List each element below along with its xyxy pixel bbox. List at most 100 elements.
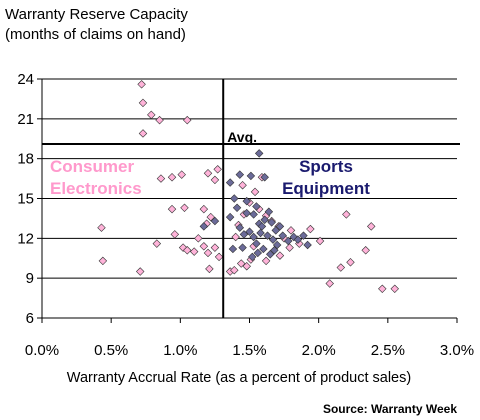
data-point	[235, 170, 245, 179]
data-point	[246, 171, 256, 181]
data-point	[248, 252, 257, 262]
data-point	[336, 263, 346, 272]
data-point	[249, 232, 258, 242]
data-point	[203, 248, 213, 258]
data-point	[230, 194, 239, 203]
data-point	[254, 149, 264, 158]
data-point	[239, 230, 249, 239]
data-point	[249, 210, 258, 219]
x-tick-label: 2.0%	[302, 342, 336, 359]
data-point	[245, 227, 254, 236]
data-point	[361, 246, 370, 255]
data-point	[236, 259, 246, 268]
data-point	[170, 230, 180, 239]
data-point	[135, 267, 145, 276]
data-point	[267, 218, 276, 227]
data-point	[261, 256, 271, 266]
data-points	[97, 80, 399, 294]
x-tick-label: 1.0%	[163, 342, 197, 359]
data-point	[272, 240, 282, 250]
data-point	[199, 242, 209, 251]
data-point	[167, 173, 177, 182]
data-point	[225, 178, 235, 187]
data-point	[225, 212, 235, 222]
data-point	[203, 169, 213, 178]
region-label: Sports	[299, 157, 353, 176]
y-tick-label: 12	[17, 230, 34, 247]
data-point	[194, 234, 203, 243]
data-point	[260, 173, 269, 182]
data-point	[210, 243, 220, 252]
data-point	[257, 222, 267, 231]
data-point	[232, 203, 242, 213]
region-label: Electronics	[50, 179, 142, 198]
data-point	[367, 222, 376, 231]
data-point	[289, 232, 298, 242]
chart-subtitle: (months of claims on hand)	[5, 26, 186, 43]
data-point	[286, 226, 296, 235]
data-point	[242, 196, 251, 206]
y-tick-label: 21	[17, 111, 34, 128]
data-point	[263, 231, 272, 240]
data-point	[205, 264, 214, 274]
data-point	[242, 261, 251, 271]
data-point	[390, 284, 399, 294]
data-point	[238, 243, 247, 252]
data-point	[138, 98, 148, 108]
data-point	[138, 129, 148, 138]
data-point	[210, 175, 220, 185]
data-point	[97, 223, 106, 232]
data-point	[315, 236, 325, 246]
data-point	[256, 228, 265, 238]
data-point	[183, 115, 192, 125]
data-point	[253, 248, 263, 258]
x-tick-label: 3.0%	[440, 342, 474, 359]
data-point	[306, 224, 315, 234]
data-point	[230, 265, 239, 275]
x-tick-label: 2.5%	[371, 342, 405, 359]
data-point	[189, 247, 199, 256]
data-point	[260, 215, 269, 224]
data-point	[293, 235, 303, 244]
data-point	[252, 202, 261, 211]
source-note: Source: Warranty Week	[323, 402, 457, 416]
reference-lines: Avg.	[42, 79, 460, 318]
y-tick-label: 6	[26, 310, 34, 327]
data-point	[284, 236, 293, 246]
data-point	[152, 239, 162, 248]
data-point	[242, 208, 251, 218]
region-label: Consumer	[50, 157, 134, 176]
data-point	[206, 212, 215, 222]
data-point	[325, 279, 334, 288]
data-point	[268, 235, 278, 244]
data-point	[346, 258, 355, 267]
data-point	[147, 110, 156, 120]
data-point	[264, 207, 274, 217]
data-point	[137, 80, 146, 89]
average-label: Avg.	[227, 129, 257, 145]
data-point	[342, 210, 351, 219]
data-point	[252, 239, 261, 248]
data-point	[183, 246, 192, 255]
data-point	[285, 243, 294, 252]
data-point	[167, 204, 177, 214]
data-point	[275, 222, 285, 231]
data-point	[250, 187, 260, 197]
region-label: Equipment	[282, 179, 370, 198]
data-point	[303, 240, 312, 250]
annotations: Consumer Electronics Sports Equipment	[50, 157, 370, 198]
data-point	[238, 180, 247, 190]
data-point	[259, 244, 268, 254]
data-point	[213, 165, 222, 174]
data-point	[199, 222, 209, 231]
x-axis-label: Warranty Accrual Rate (as a percent of p…	[67, 370, 411, 386]
y-tick-label: 24	[17, 71, 34, 88]
axes: 6 9 12 15 18 21 24 0.0% 0.5% 1.0% 1.5% 2.0% 2.5% 3.0%	[17, 71, 474, 359]
data-point	[155, 115, 164, 125]
data-point	[98, 256, 108, 266]
data-point	[271, 226, 281, 235]
data-point	[177, 170, 186, 179]
data-point	[214, 252, 224, 262]
data-point	[231, 232, 240, 242]
